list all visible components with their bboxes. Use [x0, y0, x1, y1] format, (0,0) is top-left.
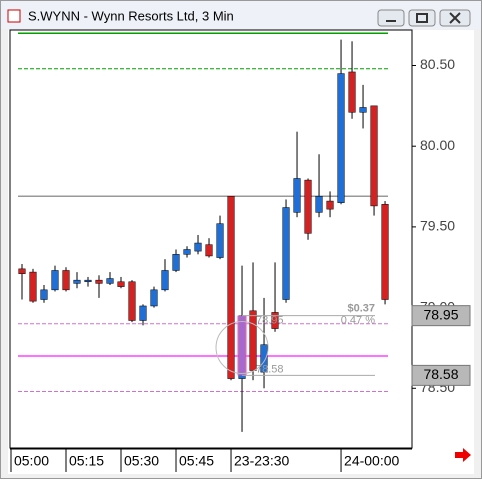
candle-body: [106, 278, 114, 284]
candle-body: [370, 105, 378, 207]
price-marker: [411, 364, 471, 386]
candle-body: [128, 281, 136, 321]
measure-highlight: [237, 315, 248, 376]
candle-body: [348, 71, 356, 113]
candle-body: [29, 271, 37, 302]
scroll-arrow[interactable]: [455, 448, 471, 462]
candle-body: [227, 195, 235, 379]
app-icon: [7, 9, 21, 23]
candle-body: [73, 279, 81, 284]
plot-area: [9, 29, 413, 449]
candle-body: [161, 270, 169, 291]
candle-body: [271, 312, 279, 329]
candle-body: [293, 178, 301, 213]
maximize-button[interactable]: [408, 9, 436, 27]
candle-body: [359, 107, 367, 113]
x-tick-label: 05:45: [179, 453, 214, 469]
candle-body: [172, 254, 180, 271]
candle-body: [326, 200, 334, 210]
price-marker: [411, 305, 471, 327]
candle-body: [62, 270, 70, 291]
candle-body: [95, 279, 103, 284]
candle-body: [84, 279, 92, 283]
candle-body: [315, 195, 323, 213]
candle-body: [205, 244, 213, 257]
candle-body: [304, 179, 312, 234]
candle-body: [260, 344, 268, 373]
x-tick-label: 05:15: [69, 453, 104, 469]
measure-change: $0.37: [347, 303, 375, 315]
candle-body: [51, 270, 59, 291]
candle-body: [139, 305, 147, 321]
y-tick-label: 79.50: [420, 218, 455, 234]
price-marker-label: 78.58: [423, 366, 458, 382]
maximize-icon: [416, 13, 428, 23]
y-tick-label: 80.50: [420, 56, 455, 72]
window-title: S.WYNN - Wynn Resorts Ltd, 3 Min: [28, 8, 234, 23]
candle-body: [183, 249, 191, 255]
measure-circle: [215, 321, 269, 375]
price-marker-label: 78.95: [423, 306, 458, 322]
x-tick-label: 24-00:00: [344, 453, 399, 469]
y-tick-label: 80.00: [420, 137, 455, 153]
candle-body: [117, 281, 125, 287]
x-tick-label: 23-23:30: [234, 453, 289, 469]
measure-to-label: 78.58: [256, 363, 284, 375]
measure-percent: 0.47 %: [341, 315, 375, 327]
candle-body: [150, 289, 158, 307]
measure-from-label: 78.95: [256, 315, 284, 327]
candle-body: [18, 268, 26, 274]
candle-body: [381, 204, 389, 300]
candle-body: [337, 73, 345, 203]
candle-body: [249, 310, 257, 371]
candle-body: [282, 207, 290, 300]
candle-body: [216, 223, 224, 258]
x-tick-label: 05:00: [14, 453, 49, 469]
close-icon: [449, 12, 461, 24]
candle-body: [40, 289, 48, 300]
x-tick-label: 05:30: [124, 453, 159, 469]
candle-body: [194, 242, 202, 252]
minimize-button[interactable]: [377, 9, 405, 27]
